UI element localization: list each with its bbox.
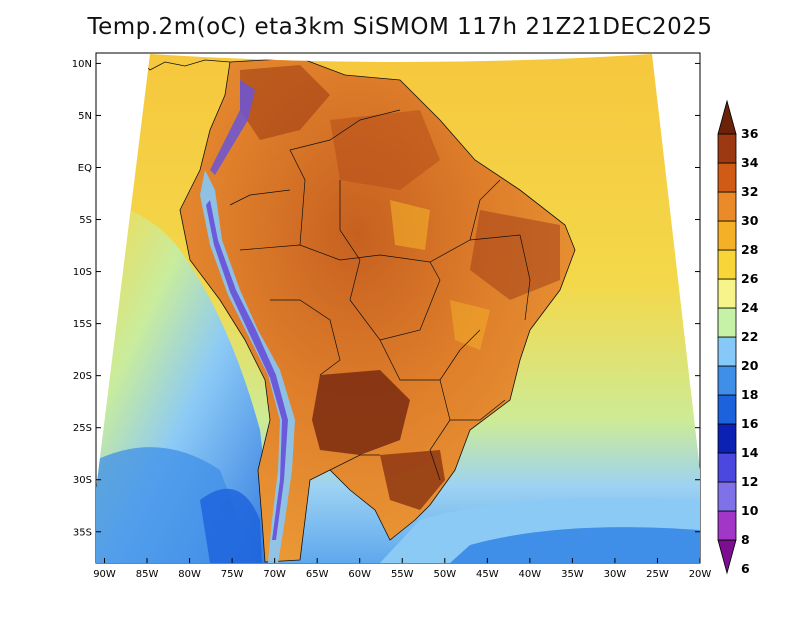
lon-tick-label: 75W (221, 569, 244, 580)
colorbar-level-label: 28 (741, 242, 758, 257)
lat-tick-label: 35S (73, 527, 92, 538)
colorbar-bin (717, 452, 737, 483)
colorbar-level-label: 8 (741, 532, 750, 547)
lat-tick-label: 5S (79, 215, 92, 226)
colorbar-level-label: 16 (741, 416, 759, 431)
colorbar-bin (717, 133, 737, 164)
colorbar-level-label: 10 (741, 503, 759, 518)
lon-tick-label: 30W (604, 569, 627, 580)
colorbar-bin (717, 278, 737, 309)
lat-tick-label: 10S (73, 267, 92, 278)
colorbar-bin (717, 510, 737, 541)
colorbar-bin (717, 191, 737, 222)
lon-tick-label: 85W (136, 569, 159, 580)
colorbar-bin (717, 336, 737, 367)
lat-tick-label: 20S (73, 371, 92, 382)
lat-tick-label: 10N (72, 59, 92, 70)
lon-tick-label: 80W (178, 569, 201, 580)
colorbar-bin (717, 539, 737, 575)
latitude-axis: 10N 5N EQ 5S 10S 15S 20S 25S 30S 35S (72, 59, 700, 538)
colorbar-bin (717, 99, 737, 135)
colorbar-level-label: 18 (741, 387, 758, 402)
lon-tick-label: 50W (433, 569, 456, 580)
lon-tick-label: 35W (561, 569, 584, 580)
colorbar-bin (717, 307, 737, 338)
lon-tick-label: 20W (689, 569, 712, 580)
lon-tick-label: 40W (519, 569, 542, 580)
map-title: Temp.2m(oC) eta3km SiSMOM 117h 21Z21DEC2… (87, 14, 713, 40)
colorbar-level-label: 22 (741, 329, 758, 344)
lat-tick-label: 15S (73, 319, 92, 330)
colorbar-level-label: 14 (741, 445, 759, 460)
lat-tick-label: EQ (78, 163, 92, 174)
lon-tick-label: 25W (646, 569, 669, 580)
colorbar-bin (717, 394, 737, 425)
lon-tick-label: 45W (476, 569, 499, 580)
colorbar-bin (717, 481, 737, 512)
south-america-land (179, 57, 576, 563)
colorbar-bin (717, 365, 737, 396)
colorbar-level-label: 36 (741, 126, 759, 141)
colorbar-legend: 6 8 10 12 14 16 18 20 22 24 26 28 30 32 34 36 (717, 99, 759, 576)
lon-tick-label: 70W (263, 569, 286, 580)
colorbar-bin (717, 220, 737, 251)
lat-tick-label: 5N (78, 111, 92, 122)
lon-tick-label: 65W (306, 569, 329, 580)
andes-cold-core (206, 200, 288, 540)
colorbar-level-label: 26 (741, 271, 759, 286)
lat-tick-label: 25S (73, 423, 92, 434)
lat-tick-label: 30S (73, 475, 92, 486)
colorbar-bin (717, 249, 737, 280)
colorbar-level-label: 20 (741, 358, 759, 373)
colorbar-level-label: 6 (741, 561, 750, 576)
colorbar-level-label: 30 (741, 213, 759, 228)
colorbar-level-label: 24 (741, 300, 759, 315)
colorbar-level-label: 12 (741, 474, 758, 489)
colorbar-bin (717, 162, 737, 193)
longitude-axis: 90W 85W 80W 75W 70W 65W 60W 55W 50W 45W 40W 35W 30W 2… (93, 558, 711, 580)
colorbar-bin (717, 423, 737, 454)
lon-tick-label: 60W (348, 569, 371, 580)
lon-tick-label: 55W (391, 569, 414, 580)
lon-tick-label: 90W (93, 569, 116, 580)
colorbar-level-label: 34 (741, 155, 759, 170)
colorbar-level-label: 32 (741, 184, 758, 199)
political-borders (229, 109, 531, 481)
